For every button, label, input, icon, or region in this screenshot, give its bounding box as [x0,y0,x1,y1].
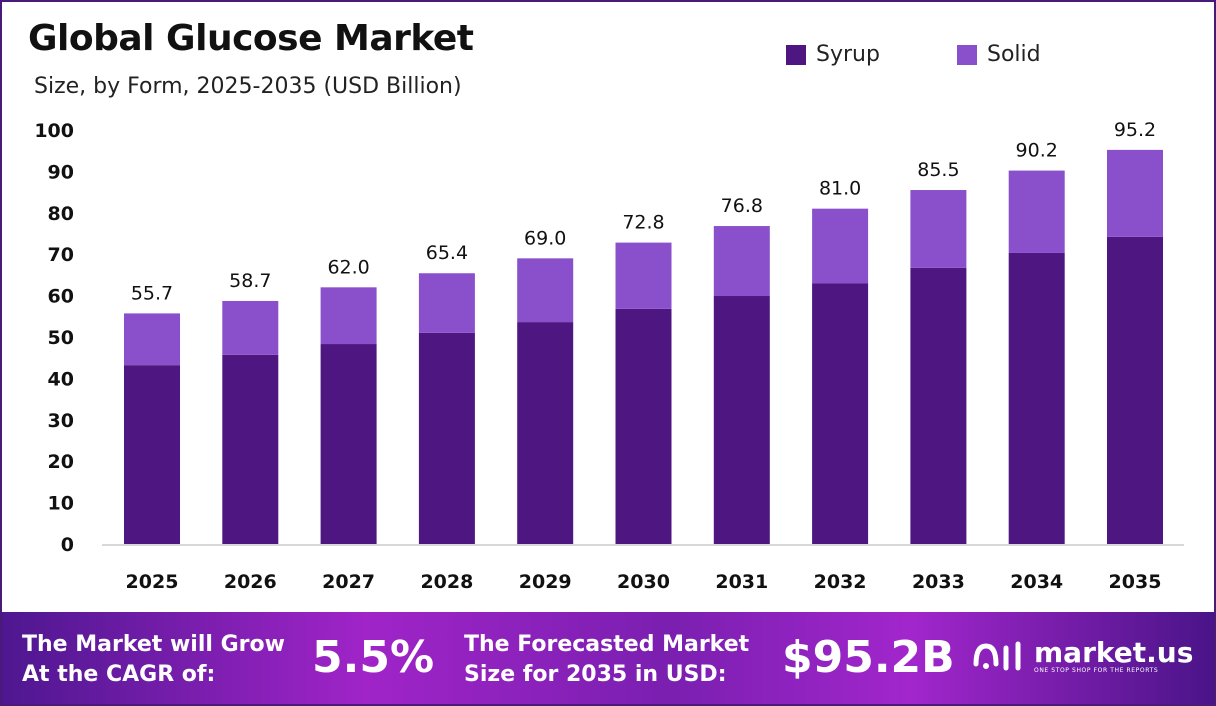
forecast-label-line2: Size for 2035 in USD: [464,662,727,687]
total-label: 76.8 [721,195,763,217]
cagr-label: The Market will Grow At the CAGR of: [22,630,285,690]
chart-title: Global Glucose Market [28,18,474,59]
bar-solid [713,226,770,297]
bar-solid [320,287,377,345]
bar-syrup [418,332,475,544]
plot-area: 010203040506070809010055.7202558.7202662… [34,119,1184,593]
bar-syrup [615,308,672,544]
x-tick-label: 2031 [715,571,768,593]
legend-item-syrup: Syrup [786,42,880,67]
legend-label: Solid [987,42,1041,67]
y-tick-label: 0 [61,534,74,556]
x-tick-label: 2025 [126,571,179,593]
y-tick-label: 10 [48,493,74,515]
y-tick-label: 70 [48,244,74,266]
total-label: 85.5 [917,159,959,181]
x-tick-label: 2032 [814,571,867,593]
cagr-value: 5.5% [312,632,435,683]
x-tick-label: 2027 [322,571,375,593]
bar-syrup [812,283,869,544]
total-label: 95.2 [1114,119,1156,141]
legend-swatch-syrup [786,44,806,65]
y-tick-label: 60 [48,286,74,308]
y-tick-label: 50 [48,327,74,349]
bar-solid [812,208,869,284]
bar-syrup [222,354,279,544]
forecast-value: $95.2B [782,632,955,683]
bar-syrup [910,267,967,544]
bar-syrup [320,344,377,544]
total-label: 58.7 [229,270,271,292]
bar-syrup [1008,252,1065,544]
y-tick-label: 20 [48,451,74,473]
x-tick-label: 2034 [1010,571,1063,593]
total-label: 69.0 [524,227,566,249]
y-tick-label: 100 [34,120,74,142]
logo-icon [973,641,1021,671]
y-tick-label: 80 [48,203,74,225]
forecast-label-line1: The Forecasted Market [464,632,750,657]
bar-syrup [517,322,574,544]
bar-syrup [124,365,180,544]
y-tick-label: 40 [48,368,74,390]
legend-item-solid: Solid [957,42,1041,67]
cagr-label-line2: At the CAGR of: [22,662,216,687]
logo-text: market.us [1034,635,1194,669]
bar-solid [1008,170,1065,253]
bar-solid [1107,149,1163,237]
chart-subtitle: Size, by Form, 2025-2035 (USD Billion) [34,74,462,99]
footer-banner: The Market will Grow At the CAGR of: 5.5… [2,612,1214,704]
x-tick-label: 2033 [912,571,965,593]
bar-solid [222,300,279,355]
x-tick-label: 2030 [617,571,670,593]
total-label: 81.0 [819,178,861,200]
total-label: 65.4 [426,242,468,264]
x-tick-label: 2035 [1109,571,1162,593]
forecast-label: The Forecasted Market Size for 2035 in U… [464,630,749,690]
logo-tagline: ONE STOP SHOP FOR THE REPORTS [1034,666,1159,674]
y-tick-label: 30 [48,410,74,432]
bar-solid [124,313,180,366]
bar-solid [418,273,475,333]
bar-syrup [713,296,770,544]
cagr-label-line1: The Market will Grow [22,632,285,657]
x-tick-label: 2029 [519,571,572,593]
market-us-logo: market.us ONE STOP SHOP FOR THE REPORTS [972,638,1193,674]
total-label: 55.7 [131,282,173,304]
x-tick-label: 2026 [224,571,277,593]
total-label: 62.0 [327,256,369,278]
legend-label: Syrup [816,42,880,67]
legend-swatch-solid [957,44,977,65]
total-label: 72.8 [622,212,664,234]
bar-solid [910,190,967,268]
y-tick-label: 90 [48,161,74,183]
total-label: 90.2 [1016,140,1058,162]
bar-solid [517,258,574,323]
bar-syrup [1107,236,1163,544]
bar-solid [615,242,672,309]
x-tick-label: 2028 [420,571,473,593]
